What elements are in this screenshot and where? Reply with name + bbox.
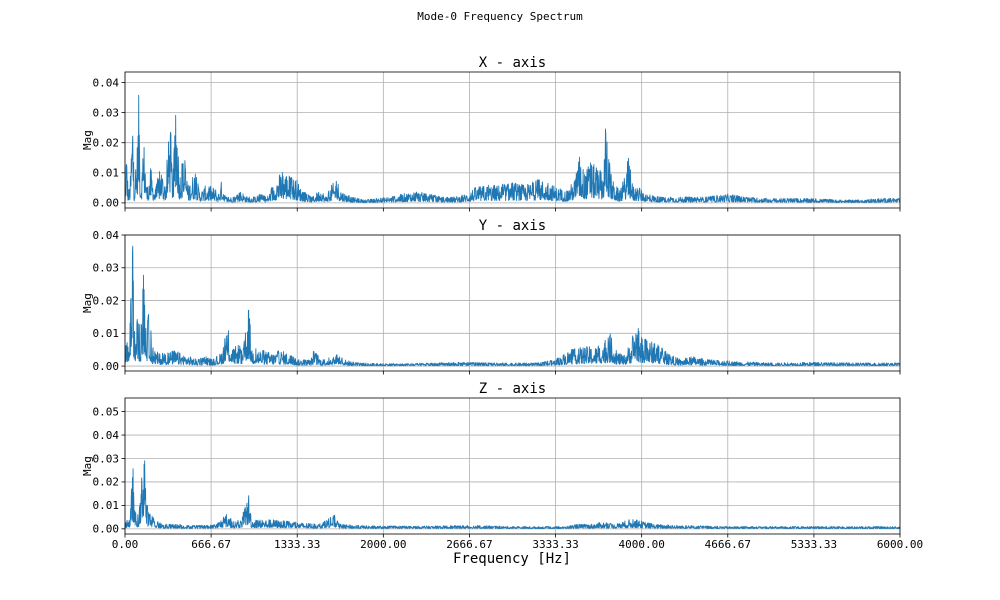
y-axis-label: Mag <box>81 130 94 150</box>
spectrum-line <box>124 94 901 203</box>
y-tick-label: 0.04 <box>93 429 120 442</box>
subplots-group: 0.000.010.020.030.04X - axisMag0.000.010… <box>81 55 923 551</box>
y-tick-label: 0.02 <box>93 137 120 150</box>
y-tick-label: 0.01 <box>93 167 120 180</box>
x-tick-label: 6000.00 <box>877 538 923 551</box>
y-tick-label: 0.03 <box>93 106 120 119</box>
y-tick-label: 0.03 <box>93 452 120 465</box>
x-tick-label: 2000.00 <box>360 538 406 551</box>
y-tick-label: 0.02 <box>93 294 120 307</box>
axes-frame <box>124 397 901 535</box>
x-tick-label: 5333.33 <box>791 538 837 551</box>
y-tick-label: 0.04 <box>93 229 120 242</box>
subplot-1: 0.00 0.01 0.02 0.03 0.04 X - axis Mag <box>81 55 901 212</box>
spectrum-line <box>124 245 901 367</box>
y-tick-label: 0.03 <box>93 262 120 275</box>
y-axis-label: Mag <box>81 456 94 476</box>
subplot-3: 0.00 0.01 0.02 0.03 0.04 0.05 0.00 666.67 1333.3… <box>81 381 923 551</box>
y-tick-label: 0.01 <box>93 499 120 512</box>
x-tick-label: 4000.00 <box>618 538 664 551</box>
axes-frame <box>124 234 901 372</box>
x-tick-label: 4666.67 <box>705 538 751 551</box>
subplot-title: X - axis <box>479 55 546 71</box>
y-tick-label: 0.01 <box>93 327 120 340</box>
y-tick-label: 0.05 <box>93 405 120 418</box>
y-tick-label: 0.02 <box>93 476 120 489</box>
y-tick-label: 0.00 <box>93 197 120 210</box>
x-tick-label: 3333.33 <box>532 538 578 551</box>
subplot-title: Z - axis <box>479 381 546 397</box>
y-tick-label: 0.00 <box>93 360 120 373</box>
x-axis-label: Frequency [Hz] <box>453 551 571 567</box>
subplot-2: 0.00 0.01 0.02 0.03 0.04 Y - axis Mag <box>81 218 901 375</box>
y-tick-label: 0.00 <box>93 523 120 536</box>
axes-frame <box>124 71 901 209</box>
subplot-title: Y - axis <box>479 218 546 234</box>
figure-title: Mode-0 Frequency Spectrum <box>417 10 583 23</box>
x-tick-label: 0.00 <box>112 538 139 551</box>
y-axis-label: Mag <box>81 293 94 313</box>
x-tick-label: 1333.33 <box>274 538 320 551</box>
spectrum-line <box>124 460 901 530</box>
x-tick-label: 666.67 <box>191 538 231 551</box>
y-tick-label: 0.04 <box>93 76 120 89</box>
x-tick-label: 2666.67 <box>446 538 492 551</box>
